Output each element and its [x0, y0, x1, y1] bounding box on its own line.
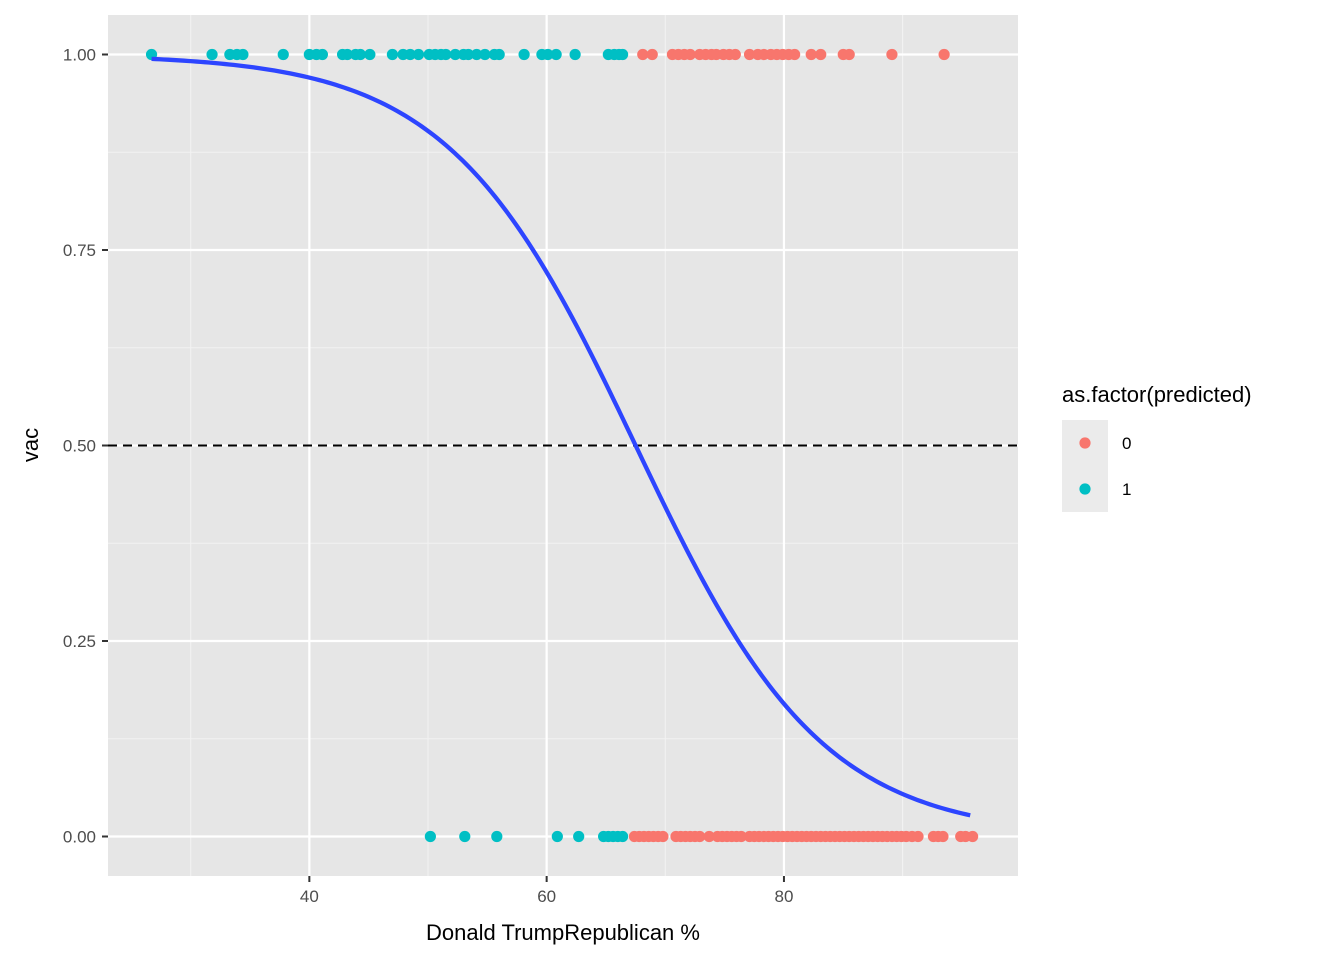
- data-point-series-1: [616, 48, 629, 61]
- data-point-series-0: [637, 48, 649, 61]
- axes: 40 60 80 0.00 0.25 0.50 0.75 1.00: [63, 46, 794, 907]
- data-point-series-0: [684, 48, 696, 61]
- data-point-series-0: [843, 48, 855, 61]
- data-point-series-1: [518, 48, 530, 61]
- data-point-series-0: [912, 830, 924, 843]
- data-point-series-1: [364, 48, 376, 61]
- legend-label-0: 0: [1122, 434, 1131, 453]
- data-point-series-0: [646, 48, 658, 61]
- data-point-series-0: [938, 48, 950, 61]
- data-point-series-0: [703, 830, 715, 843]
- data-point-series-1: [341, 48, 353, 61]
- y-tick-label: 0.75: [63, 241, 96, 260]
- legend-label-1: 1: [1122, 480, 1131, 499]
- data-point-series-0: [729, 48, 741, 61]
- data-point-series-1: [440, 48, 452, 61]
- data-point-series-1: [206, 48, 218, 61]
- data-point-series-0: [886, 48, 898, 61]
- data-point-series-1: [471, 48, 483, 61]
- data-point-series-0: [657, 830, 669, 843]
- data-point-series-1: [550, 48, 562, 61]
- data-point-series-1: [462, 48, 474, 61]
- data-point-series-0: [743, 48, 756, 61]
- data-point-series-1: [449, 48, 461, 61]
- legend-dot-0: [1079, 437, 1091, 449]
- data-point-series-0: [967, 830, 979, 843]
- y-tick-label: 0.00: [63, 828, 96, 847]
- data-point-series-0: [815, 48, 827, 61]
- data-point-series-1: [316, 48, 329, 61]
- data-point-series-0: [805, 48, 817, 61]
- data-point-series-1: [479, 48, 491, 61]
- data-point-series-0: [694, 830, 706, 843]
- x-tick-label: 40: [300, 887, 319, 906]
- x-tick-label: 80: [774, 887, 793, 906]
- legend-title: as.factor(predicted): [1062, 382, 1252, 407]
- y-axis-title: vac: [18, 428, 43, 462]
- legend: as.factor(predicted) 0 1: [1062, 382, 1252, 512]
- legend-dot-1: [1079, 483, 1091, 495]
- y-tick-label: 1.00: [63, 46, 96, 65]
- data-point-series-1: [542, 48, 554, 61]
- data-point-series-1: [573, 830, 585, 843]
- data-point-series-1: [459, 830, 471, 843]
- fit-curve: [151, 56, 971, 818]
- x-axis-title: Donald TrumpRepublican %: [426, 920, 700, 945]
- data-point-series-1: [569, 48, 581, 61]
- data-point-series-1: [354, 48, 366, 61]
- data-point-series-0: [735, 830, 747, 843]
- data-point-series-1: [491, 830, 503, 843]
- y-tick-label: 0.50: [63, 437, 96, 456]
- data-point-series-1: [412, 48, 425, 61]
- data-point-series-1: [237, 48, 249, 61]
- data-point-series-1: [404, 48, 416, 61]
- data-point-series-1: [424, 830, 436, 843]
- data-point-series-1: [386, 48, 399, 61]
- data-point-series-1: [277, 48, 289, 61]
- x-tick-label: 60: [537, 887, 556, 906]
- data-point-series-1: [493, 48, 505, 61]
- data-points: [145, 48, 979, 843]
- data-point-series-1: [616, 830, 629, 843]
- data-point-series-0: [789, 48, 801, 61]
- y-tick-label: 0.25: [63, 632, 96, 651]
- data-point-series-1: [551, 830, 563, 843]
- fit-curve-group: [151, 56, 971, 818]
- data-point-series-0: [937, 830, 949, 843]
